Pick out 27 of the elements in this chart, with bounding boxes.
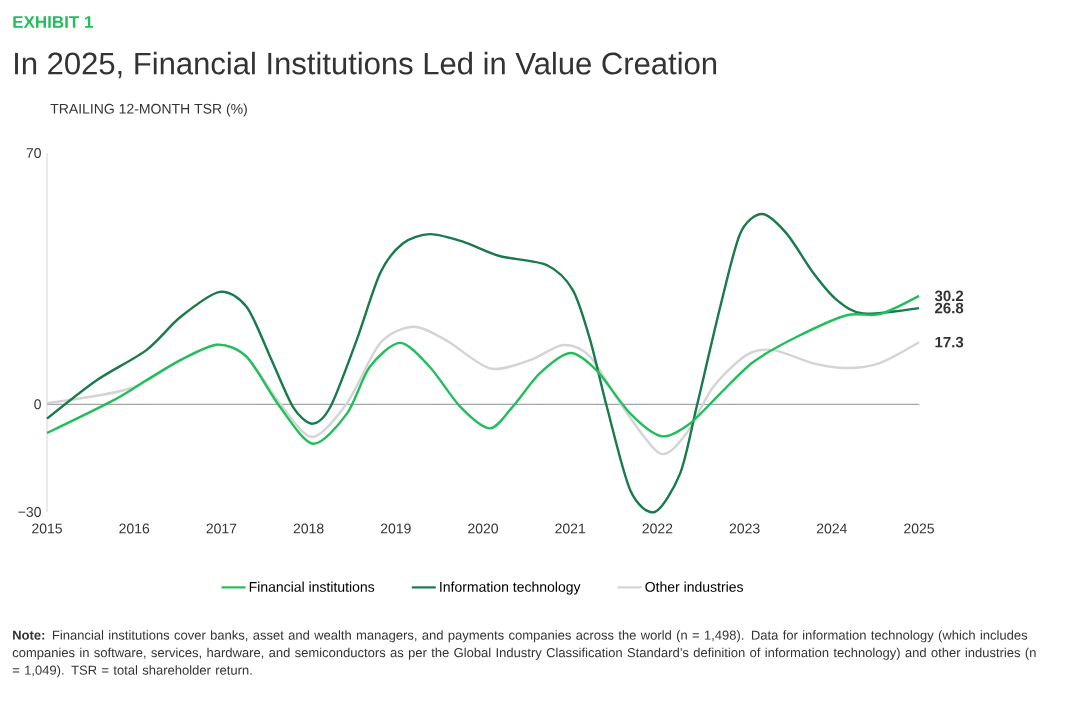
legend-label: Financial institutions <box>249 581 375 592</box>
y-axis-title: TRAILING 12-MONTH TSR (%) <box>50 103 247 117</box>
line-series <box>45 294 921 445</box>
x-tick-label: 2016 <box>119 523 150 534</box>
legend-label: Information technology <box>440 581 581 595</box>
data-label: 30.2 <box>934 290 964 302</box>
y-tick-label: −30 <box>18 507 41 517</box>
line-series <box>45 212 921 514</box>
legend-label: Other industries <box>645 581 744 592</box>
x-tick-label: 2024 <box>816 523 847 534</box>
x-tick-label: 2022 <box>642 523 673 534</box>
line-series <box>45 325 921 456</box>
x-tick-label: 2023 <box>729 523 760 534</box>
y-tick-label: 0 <box>34 399 41 410</box>
x-tick-label: 2019 <box>380 523 411 534</box>
data-label: 26.8 <box>935 302 964 314</box>
x-tick-label: 2018 <box>293 523 324 534</box>
x-tick-label: 2021 <box>555 523 586 534</box>
data-label: 17.3 <box>935 336 964 348</box>
x-tick-label: 2015 <box>32 523 62 534</box>
chart-title: In 2025, Financial Institutions Led in Value Creation <box>15 51 717 79</box>
x-tick-label: 2020 <box>468 523 499 534</box>
chart-subtitle: EXHIBIT 1 <box>13 16 93 28</box>
y-tick-label: 70 <box>26 148 41 158</box>
x-tick-label: 2025 <box>904 523 934 534</box>
x-tick-label: 2017 <box>206 523 237 534</box>
text: Note: Financial institutions cover banks, asset and wealth managers, and payments companies across the world (n = 1,498). Data for information technology (which includes companies in software, services, hardware, and semiconductors as per the Global Industry Classification Standard’s definition of information technology) and other industries (n = 1,049). TSR = total shareholder return. <box>12 630 1036 678</box>
